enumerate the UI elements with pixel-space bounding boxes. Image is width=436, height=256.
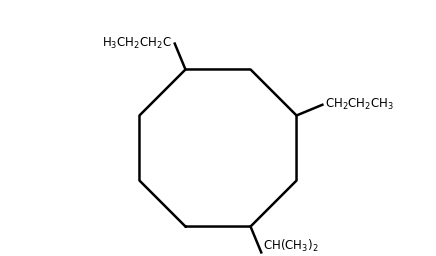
Text: CH$_2$CH$_2$CH$_3$: CH$_2$CH$_2$CH$_3$ [325,97,395,112]
Text: CH(CH$_3$)$_2$: CH(CH$_3$)$_2$ [263,238,319,254]
Text: H$_3$CH$_2$CH$_2$C: H$_3$CH$_2$CH$_2$C [102,36,172,51]
